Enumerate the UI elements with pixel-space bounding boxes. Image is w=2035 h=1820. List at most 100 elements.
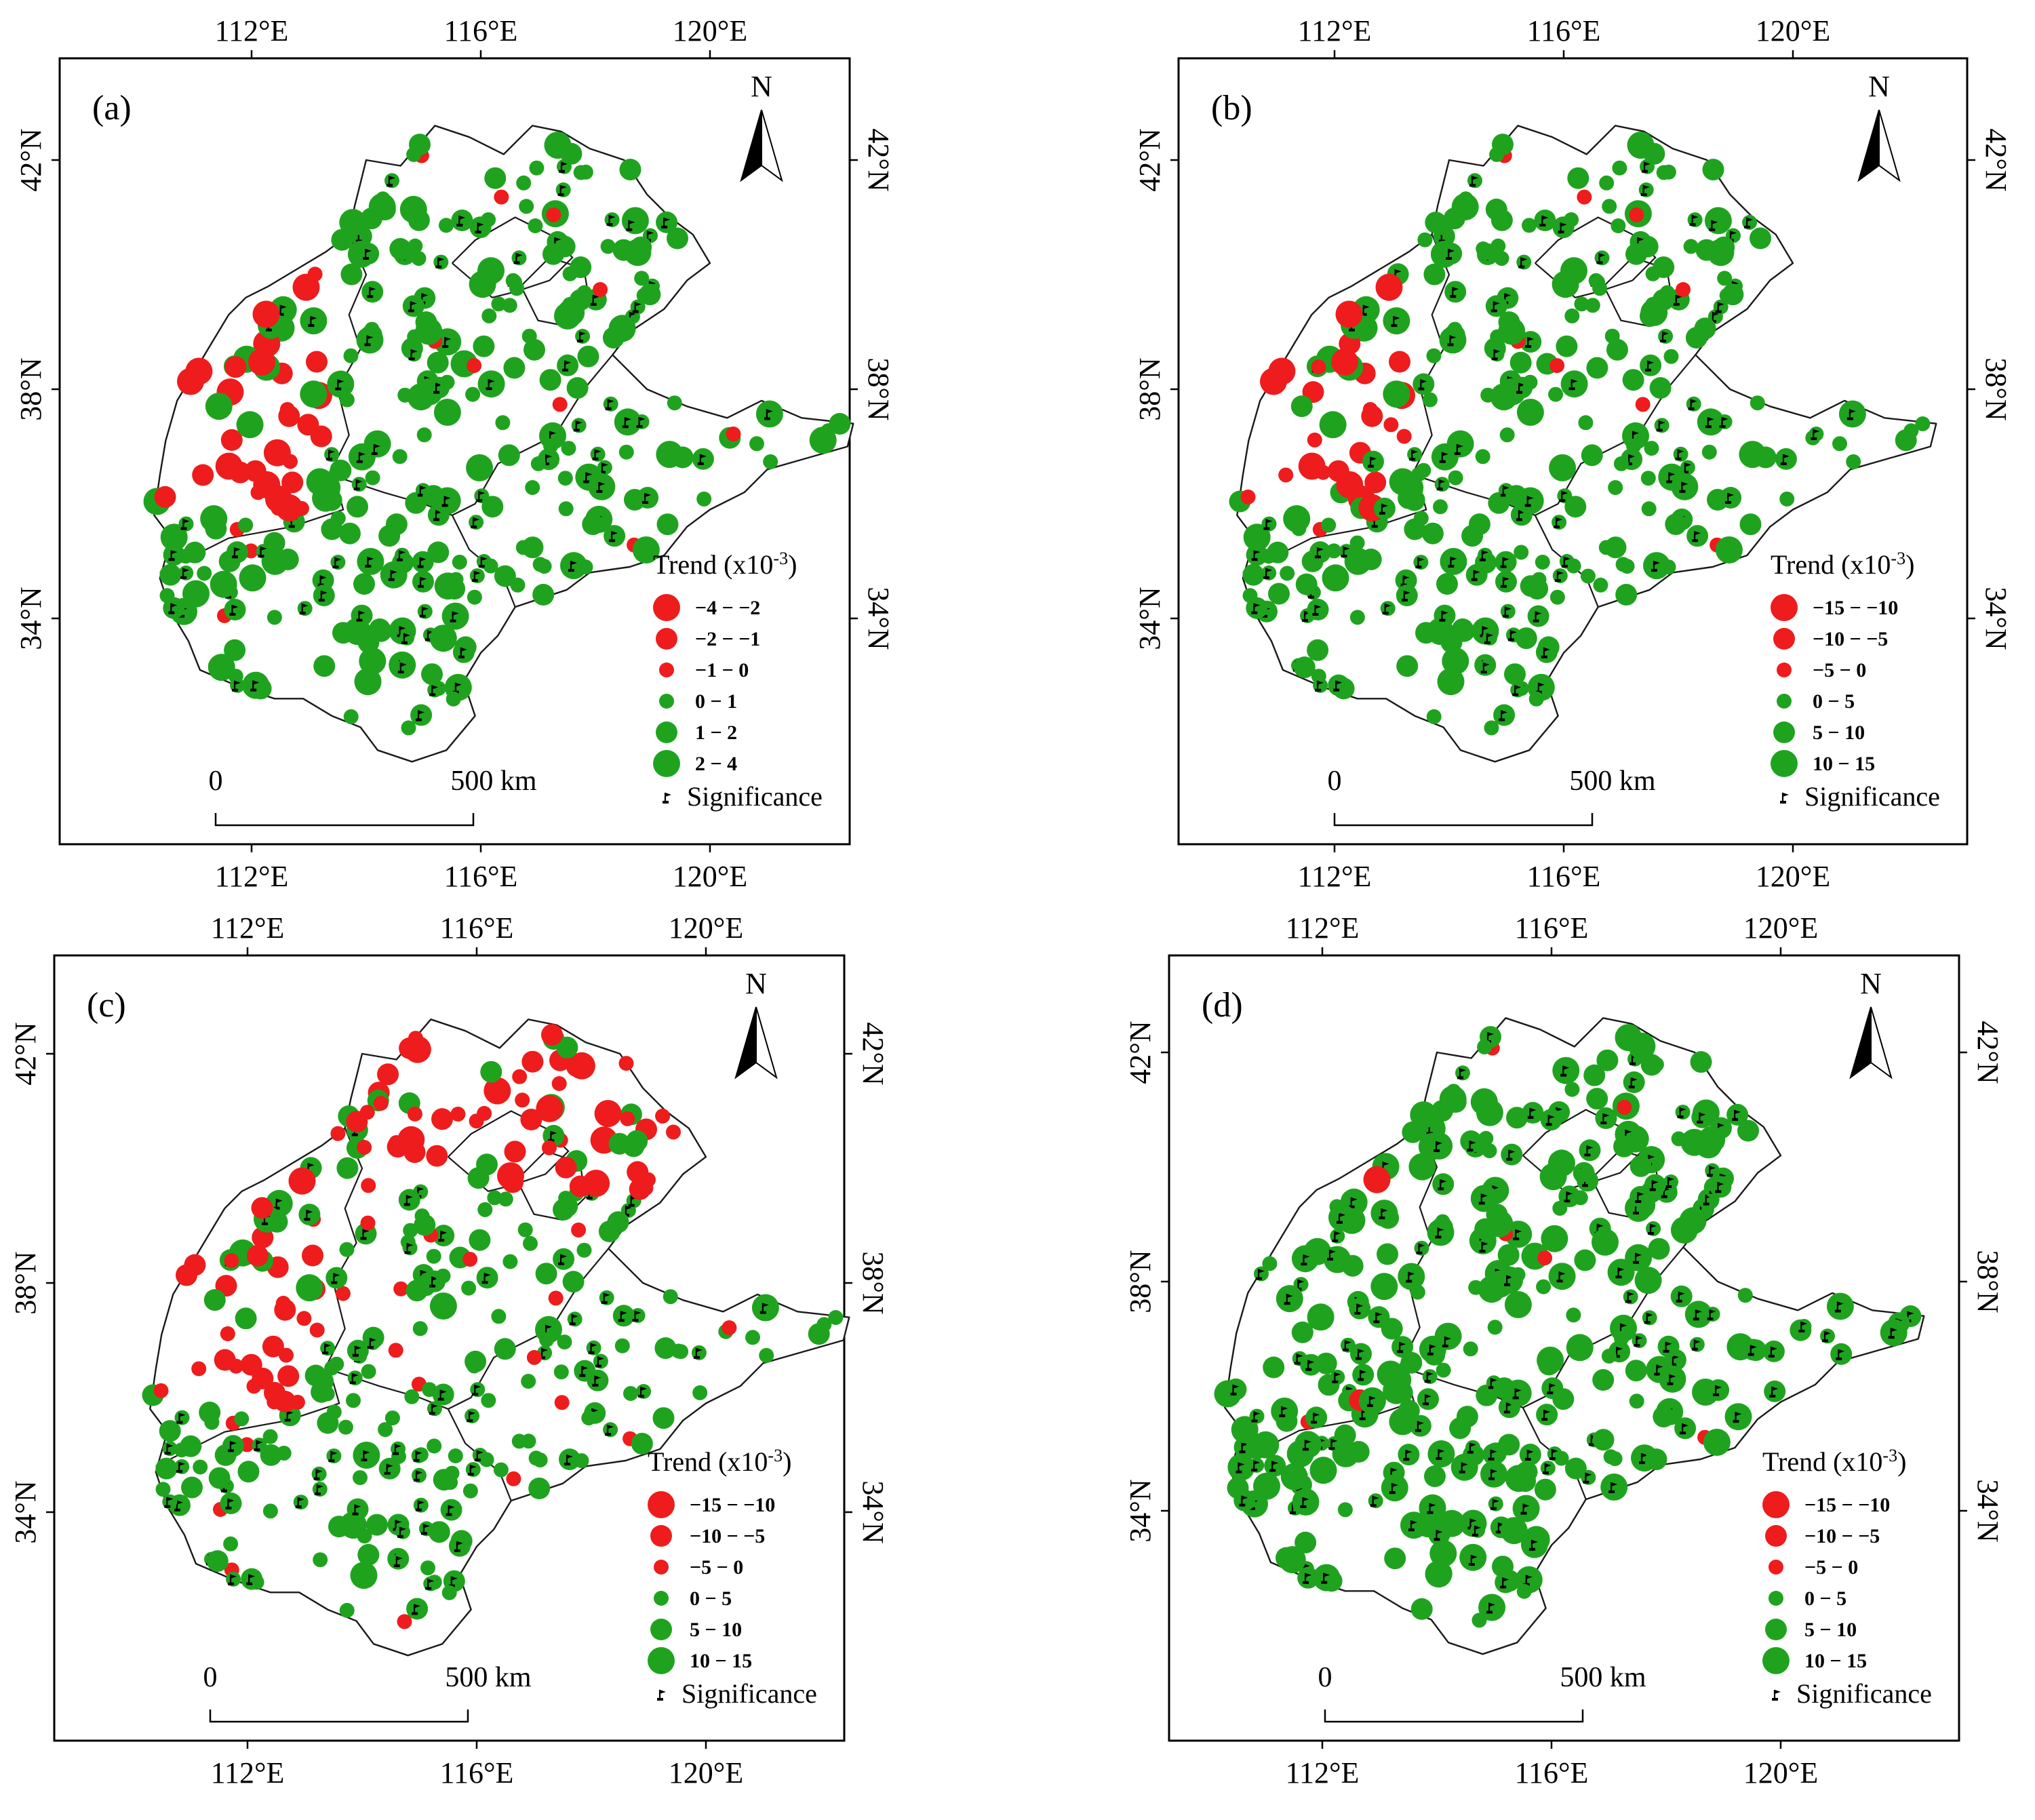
significance-flag xyxy=(249,1574,256,1579)
station-marker xyxy=(571,1222,587,1238)
station-marker xyxy=(529,160,545,176)
province-border xyxy=(331,354,614,517)
station-marker xyxy=(542,243,564,265)
station-marker xyxy=(498,444,520,467)
significance-flag-base xyxy=(1382,612,1389,615)
station-marker xyxy=(1484,720,1499,736)
significance-flag-base xyxy=(284,1419,291,1422)
significance-flag xyxy=(1482,626,1489,631)
station-marker xyxy=(745,1330,760,1345)
station-marker xyxy=(1436,1362,1451,1378)
scale-bar-start: 0 xyxy=(1328,766,1342,797)
station-marker xyxy=(494,1338,516,1360)
significance-flag-base xyxy=(605,1433,612,1436)
significance-flag-base xyxy=(1416,1251,1423,1254)
station-marker xyxy=(1381,1318,1403,1340)
significance-flag xyxy=(411,349,418,354)
significance-flag-base xyxy=(1625,1300,1632,1303)
significance-flag-base xyxy=(632,310,639,313)
legend-class-label: 0 − 5 xyxy=(690,1587,732,1610)
significance-flag xyxy=(1450,335,1457,340)
station-marker xyxy=(1268,582,1290,605)
station-marker xyxy=(1498,311,1520,334)
significance-flag xyxy=(700,454,707,458)
significance-flag-base xyxy=(1434,1538,1440,1541)
legend-significance-label: Significance xyxy=(687,781,823,812)
station-marker xyxy=(512,1069,528,1084)
significance-flag xyxy=(1515,1388,1522,1393)
station-marker xyxy=(336,1157,359,1179)
significance-flag xyxy=(1509,1149,1516,1154)
station-marker xyxy=(440,1499,462,1521)
station-marker xyxy=(388,1343,403,1358)
station-marker xyxy=(1722,283,1744,306)
significance-flag-base xyxy=(1434,1149,1440,1153)
station-marker xyxy=(620,1111,635,1126)
lon-label-bottom: 116°E xyxy=(440,1756,514,1789)
significance-flag xyxy=(420,557,427,561)
station-marker xyxy=(1564,308,1580,323)
legend-symbol xyxy=(1765,1619,1787,1640)
station-marker xyxy=(469,216,492,239)
significance-flag-base xyxy=(559,170,566,173)
significance-flag xyxy=(331,1451,338,1456)
significance-flag-base xyxy=(471,526,477,529)
significance-flag-base xyxy=(1725,500,1732,504)
station-marker xyxy=(1684,1301,1712,1328)
significance-flag xyxy=(625,1205,632,1210)
station-marker xyxy=(1614,1330,1629,1346)
significance-flag xyxy=(469,1411,476,1416)
significance-flag-base xyxy=(1269,1469,1276,1472)
station-marker xyxy=(1375,273,1403,301)
lon-label-bottom: 116°E xyxy=(1515,1756,1589,1789)
station-marker xyxy=(1417,1388,1439,1410)
station-marker xyxy=(1447,321,1463,337)
significance-flag xyxy=(474,571,481,576)
significance-flag xyxy=(1339,1212,1346,1217)
significance-flag xyxy=(1429,1503,1436,1507)
significance-flag xyxy=(477,222,484,227)
station-marker xyxy=(1361,405,1383,427)
station-marker xyxy=(433,399,461,426)
significance-flag xyxy=(1837,1301,1844,1306)
significance-flag xyxy=(432,1276,439,1281)
significance-flag xyxy=(1303,1564,1310,1568)
station-marker xyxy=(483,1077,511,1105)
significance-flag-base xyxy=(314,1492,321,1496)
significance-flag-base xyxy=(583,480,590,483)
significance-flag-base xyxy=(425,1587,432,1590)
station-marker xyxy=(450,1107,466,1122)
station-marker xyxy=(1830,1343,1853,1365)
significance-flag xyxy=(1460,1068,1467,1073)
station-marker xyxy=(220,1326,235,1341)
station-marker xyxy=(1461,525,1484,547)
significance-flag xyxy=(1507,1275,1514,1280)
significance-flag-base xyxy=(1418,387,1425,391)
station-marker xyxy=(452,641,475,663)
station-marker xyxy=(469,1113,484,1129)
significance-flag-base xyxy=(1533,619,1539,622)
significance-flag-base xyxy=(1307,595,1314,599)
significance-flag xyxy=(1482,1242,1488,1246)
station-marker xyxy=(1710,1176,1732,1198)
station-marker xyxy=(1737,1120,1759,1142)
significance-flag xyxy=(1691,399,1697,403)
significance-flag xyxy=(599,481,606,486)
lat-label-left: 38°N xyxy=(1133,357,1166,420)
significance-flag xyxy=(359,452,365,456)
significance-flag xyxy=(1526,1575,1533,1579)
significance-flag xyxy=(595,1375,601,1380)
significance-flag xyxy=(1436,1141,1443,1146)
significance-flag xyxy=(355,1504,361,1509)
significance-flag xyxy=(1657,1364,1663,1369)
significance-flag-base xyxy=(693,1356,700,1359)
significance-flag-base xyxy=(474,1459,481,1462)
station-marker xyxy=(562,297,578,312)
significance-flag-base xyxy=(1502,614,1509,618)
significance-flag-base xyxy=(1649,1188,1656,1191)
lon-label-top: 112°E xyxy=(215,14,289,47)
station-marker xyxy=(498,1191,513,1207)
station-marker xyxy=(1560,257,1587,285)
